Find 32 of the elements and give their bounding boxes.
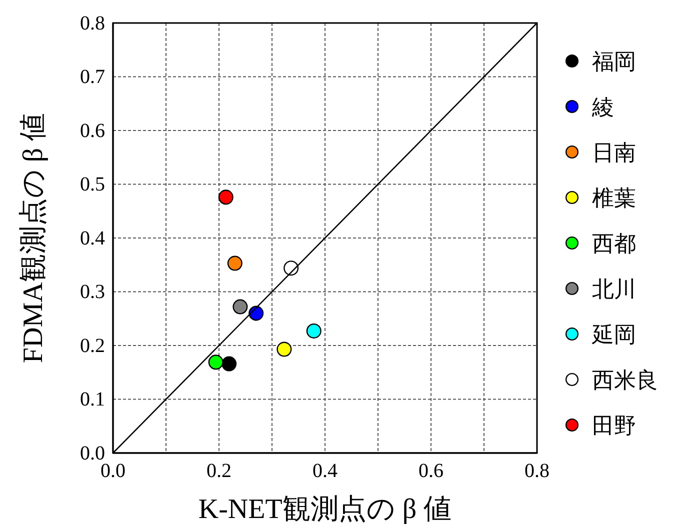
x-tick-label: 0.2 xyxy=(206,460,232,482)
point xyxy=(276,342,292,357)
y-tick-label: 0.3 xyxy=(80,281,105,304)
point xyxy=(218,190,234,205)
point xyxy=(306,323,322,338)
point xyxy=(227,256,242,271)
x-axis-title: K-NET観測点の β 値 xyxy=(198,494,452,525)
legend-label: 日南 xyxy=(592,141,636,166)
x-tick-label: 0.4 xyxy=(312,460,338,482)
y-tick-label: 0.7 xyxy=(80,66,105,88)
legend-label: 西都 xyxy=(592,232,636,257)
legend-label: 北川 xyxy=(592,278,636,302)
legend-label: 綾 xyxy=(591,96,614,120)
y-tick-label: 0.4 xyxy=(80,227,105,250)
x-tick-label: 0.6 xyxy=(418,460,444,482)
legend-label: 椎葉 xyxy=(592,186,636,212)
y-tick-label: 0.2 xyxy=(80,334,105,357)
point xyxy=(284,260,299,276)
y-tick-label: 0.8 xyxy=(80,12,105,34)
point xyxy=(232,299,248,314)
point xyxy=(208,354,224,370)
legend-label: 西米良 xyxy=(592,368,658,394)
y-tick-label: 0.6 xyxy=(80,120,105,142)
legend-label: 田野 xyxy=(592,414,636,439)
y-tick-label: 0.5 xyxy=(80,174,105,196)
legend-label: 延岡 xyxy=(591,323,636,348)
y-axis-title: FDMA観測点の β 値 xyxy=(18,112,49,364)
legend-label: 福岡 xyxy=(592,50,636,75)
point xyxy=(222,356,237,372)
y-tick-label: 0.1 xyxy=(80,388,105,411)
x-tick-label: 0.8 xyxy=(524,460,550,482)
point xyxy=(248,306,264,321)
